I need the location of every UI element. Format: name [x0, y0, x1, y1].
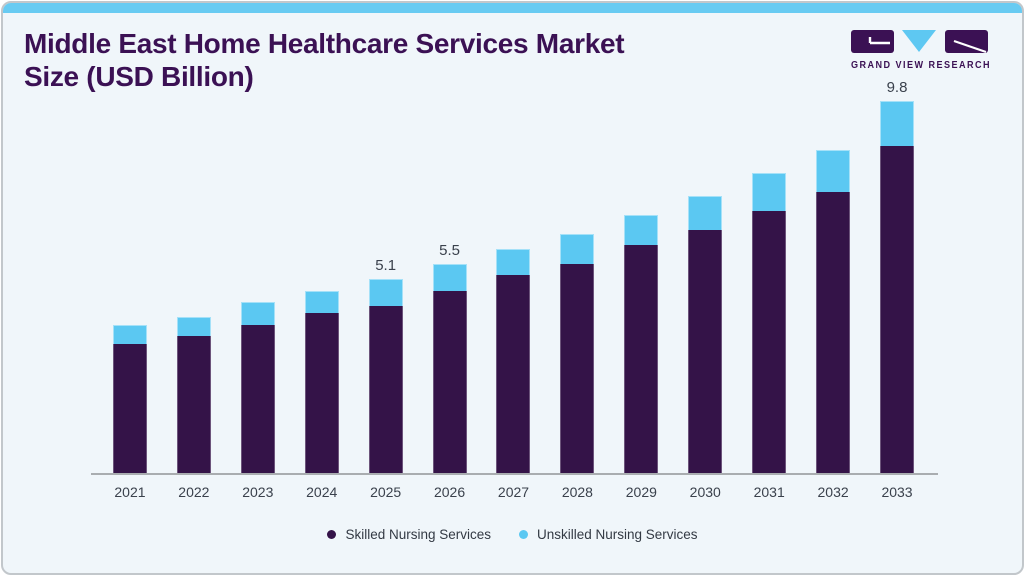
legend-dot-skilled-icon	[327, 530, 337, 539]
x-tick-2031: 2031	[753, 484, 785, 500]
x-axis-line	[91, 473, 938, 475]
bar-segment-unskilled-2031	[752, 172, 787, 211]
logo-left-block	[851, 30, 894, 53]
bar-column-2032	[801, 128, 865, 473]
bar-segment-skilled-2028	[560, 264, 595, 473]
x-axis-ticks: 2021 2022 2023 2024 2025 2026 2027 2028 2029 2030…	[98, 484, 929, 500]
x-tick-2021: 2021	[114, 484, 146, 500]
bar-segment-skilled-2032	[816, 191, 851, 473]
bar-segment-skilled-2033	[880, 146, 915, 473]
bar-column-2021	[98, 303, 162, 473]
bar-column-2028	[545, 212, 609, 473]
bar-segment-unskilled-2026	[432, 264, 467, 291]
logo-r-glyph	[953, 39, 987, 54]
logo-wordmark: GRAND VIEW RESEARCH	[851, 60, 991, 71]
bar-segment-skilled-2029	[624, 245, 659, 473]
bar-segment-unskilled-2032	[816, 150, 851, 192]
bar-column-2025: 5.1	[354, 257, 418, 473]
bar-column-2023	[226, 280, 290, 473]
legend-item-unskilled: Unskilled Nursing Services	[519, 527, 698, 542]
bar-segment-unskilled-2027	[496, 248, 531, 276]
top-accent-bar	[3, 3, 1022, 13]
bar-segment-unskilled-2023	[240, 302, 275, 325]
bar-column-2024	[290, 269, 354, 473]
bar-total-label-2026: 5.5	[439, 242, 460, 260]
x-tick-2027: 2027	[497, 484, 530, 500]
x-tick-2030: 2030	[689, 484, 721, 500]
bar-segment-unskilled-2033	[880, 100, 915, 147]
bar-total-label-2025: 5.1	[375, 257, 397, 275]
bar-segment-skilled-2022	[176, 336, 211, 473]
bar-segment-unskilled-2024	[304, 290, 339, 314]
bar-column-2026: 5.5	[418, 242, 482, 473]
gvr-logo: GRAND VIEW RESEARCH	[851, 30, 991, 71]
bar-segment-unskilled-2028	[560, 233, 595, 264]
logo-g-glyph	[868, 37, 890, 45]
bar-segment-skilled-2030	[688, 229, 723, 473]
logo-v-triangle	[902, 30, 936, 52]
x-tick-2032: 2032	[817, 484, 849, 500]
bar-segment-unskilled-2029	[624, 214, 659, 245]
bar-column-2033: 9.8	[865, 79, 929, 473]
legend-dot-unskilled-icon	[519, 530, 528, 539]
bar-segment-skilled-2021	[112, 343, 147, 473]
bar-segment-unskilled-2025	[368, 279, 403, 306]
bar-column-2031	[737, 151, 801, 473]
legend-label-unskilled: Unskilled Nursing Services	[537, 527, 698, 542]
x-tick-2028: 2028	[561, 484, 593, 500]
logo-right-block	[945, 30, 988, 53]
plot-area: 5.1 5.5 9.8	[98, 3, 929, 473]
x-tick-2024: 2024	[306, 484, 338, 500]
legend-item-skilled: Skilled Nursing Services	[327, 527, 491, 542]
chart-title-line1: Middle East Home Healthcare Services Mar…	[24, 28, 625, 59]
bar-segment-unskilled-2030	[688, 195, 723, 230]
bar-column-2022	[162, 295, 226, 473]
bar-total-label-2033: 9.8	[886, 78, 908, 96]
bar-column-2029	[609, 193, 673, 473]
bar-segment-skilled-2023	[240, 324, 275, 473]
x-tick-2022: 2022	[178, 484, 210, 500]
chart-title: Middle East Home Healthcare Services Mar…	[24, 27, 625, 93]
bar-segment-skilled-2025	[368, 305, 403, 473]
chart-title-line2: Size (USD Billion)	[24, 61, 254, 92]
x-tick-2023: 2023	[242, 484, 274, 500]
x-tick-2033: 2033	[881, 484, 913, 500]
x-tick-2029: 2029	[625, 484, 657, 500]
bar-segment-skilled-2027	[496, 275, 531, 473]
x-tick-2026: 2026	[433, 484, 466, 500]
legend-label-skilled: Skilled Nursing Services	[345, 527, 491, 542]
legend: Skilled Nursing Services Unskilled Nursi…	[3, 527, 1022, 542]
bar-segment-unskilled-2021	[112, 324, 147, 344]
bar-segment-skilled-2031	[752, 210, 787, 473]
bar-segment-unskilled-2022	[176, 317, 211, 337]
bar-segment-skilled-2026	[432, 290, 467, 473]
x-tick-2025: 2025	[370, 484, 402, 500]
bar-segment-skilled-2024	[304, 313, 339, 473]
bar-column-2027	[482, 227, 546, 473]
bar-column-2030	[673, 174, 737, 473]
